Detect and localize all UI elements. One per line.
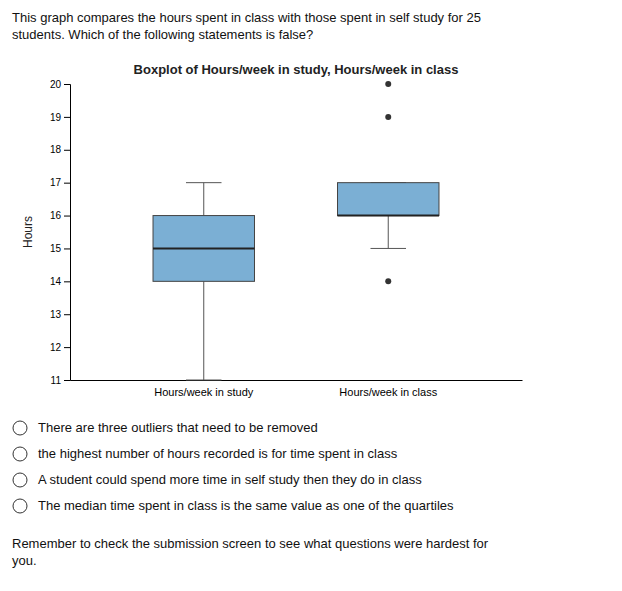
options: There are three outliers that need to be… [13, 420, 454, 513]
box-body [338, 183, 439, 216]
outlier [385, 278, 391, 284]
y-tick-label: 18 [50, 144, 62, 155]
option: The median time spent in class is the sa… [13, 498, 454, 513]
whisker-high [203, 183, 204, 216]
option: There are three outliers that need to be… [13, 420, 318, 435]
text-line: Remember to check the submission screen … [12, 536, 489, 551]
y-tick-mark [64, 183, 70, 184]
y-tick-mark [64, 117, 70, 118]
option: A student could spend more time in self … [13, 472, 422, 487]
text-line: This graph compares the hours spent in c… [12, 10, 481, 25]
y-tick: 11 [51, 375, 70, 386]
y-tick: 12 [50, 342, 70, 353]
whisker-cap-low [370, 248, 406, 249]
y-tick-mark [64, 314, 70, 315]
y-tick-label: 14 [50, 276, 62, 287]
y-tick-label: 11 [51, 375, 62, 386]
y-tick: 14 [50, 276, 70, 287]
option: the highest number of hours recorded is … [13, 446, 398, 461]
y-tick: 19 [50, 112, 70, 123]
y-tick-label: 12 [50, 342, 62, 353]
text-line: students. Which of the following stateme… [12, 27, 313, 42]
x-tick-label: Hours/week in class [339, 386, 437, 398]
marks [153, 81, 439, 380]
y-tick-mark [64, 281, 70, 282]
whisker-low [203, 281, 204, 380]
y-tick: 18 [50, 144, 70, 155]
x-tick: Hours/week in study [154, 386, 254, 398]
option-text: There are three outliers that need to be… [38, 420, 318, 435]
x-tick-label: Hours/week in study [154, 386, 254, 398]
y-tick: 20 [50, 79, 70, 90]
box [338, 81, 439, 284]
y-tick-label: 15 [50, 243, 62, 254]
option-text: A student could spend more time in self … [38, 472, 422, 487]
whisker-low [388, 216, 389, 249]
y-tick-mark [64, 216, 70, 217]
chart: Boxplot of Hours/week in study, Hours/we… [21, 62, 523, 398]
y-tick: 17 [50, 177, 70, 188]
x-tick: Hours/week in class [339, 386, 437, 398]
y-tick-label: 17 [50, 177, 62, 188]
y-tick-mark [64, 380, 70, 381]
chart-title: Boxplot of Hours/week in study, Hours/we… [134, 62, 459, 77]
x-axis: Hours/week in study Hours/week in class [71, 381, 523, 398]
y-axis: 11 12 13 14 15 16 17 18 19 20 [50, 79, 71, 386]
box-body [153, 216, 254, 282]
option-radio [13, 473, 27, 487]
median-line [338, 215, 439, 217]
option-radio [13, 447, 27, 461]
y-axis-title: Hours [21, 216, 35, 248]
y-tick: 13 [50, 309, 70, 320]
box [153, 183, 254, 380]
y-tick: 15 [50, 243, 70, 254]
y-tick-label: 16 [50, 210, 62, 221]
y-tick-mark [64, 84, 70, 85]
whisker-cap-high [186, 182, 222, 183]
footer-text: Remember to check the submission screen … [12, 536, 489, 568]
page: This graph compares the hours spent in c… [0, 0, 622, 591]
y-tick-label: 13 [50, 309, 62, 320]
y-tick: 16 [50, 210, 70, 221]
outlier [385, 114, 391, 120]
y-tick-mark [64, 248, 70, 249]
text-line: you. [12, 553, 37, 568]
y-tick-label: 19 [50, 112, 62, 123]
option-text: The median time spent in class is the sa… [38, 498, 454, 513]
option-text: the highest number of hours recorded is … [38, 446, 398, 461]
y-tick-mark [64, 347, 70, 348]
y-axis-line [64, 85, 71, 381]
outlier [385, 81, 391, 87]
y-tick-mark [64, 150, 70, 151]
header-text: This graph compares the hours spent in c… [12, 10, 481, 42]
whisker-cap-low [186, 380, 222, 381]
y-tick-label: 20 [50, 79, 62, 90]
median-line [153, 247, 254, 249]
option-radio [13, 499, 27, 513]
option-radio [13, 421, 27, 435]
x-axis-line [71, 380, 523, 381]
